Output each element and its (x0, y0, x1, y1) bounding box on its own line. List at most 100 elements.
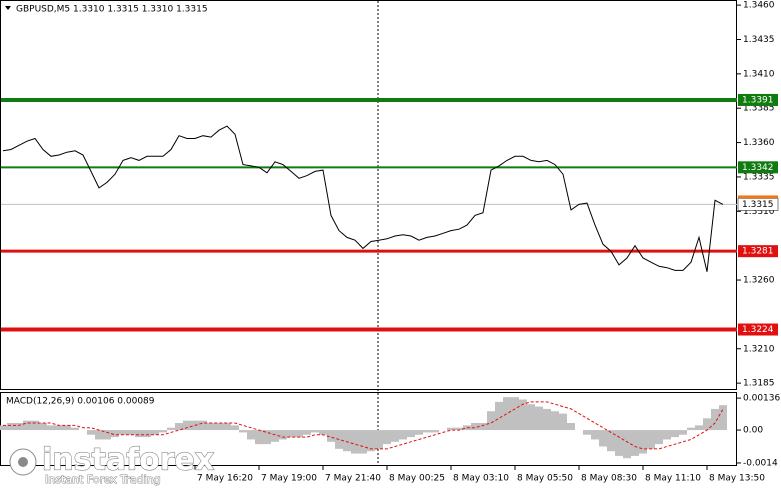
macd-bar (567, 423, 575, 431)
macd-bar (263, 430, 271, 445)
macd-bar (687, 427, 695, 431)
macd-bar (527, 404, 535, 431)
y-tick-label: 1.3210 (743, 344, 775, 354)
level-label-box (738, 245, 778, 258)
macd-bar (279, 430, 287, 440)
level-label-box (738, 323, 778, 336)
macd-bar (639, 430, 647, 454)
macd-bar (455, 427, 463, 431)
brand: instaforex (42, 443, 214, 478)
macd-bar (655, 430, 663, 445)
macd-bar (391, 430, 399, 442)
price-frame (0, 0, 737, 390)
macd-bar (39, 423, 47, 431)
macd-bar (151, 430, 159, 435)
macd-bar (471, 423, 479, 431)
macd-bar (15, 423, 23, 431)
macd-bar (7, 423, 15, 431)
macd-bar (583, 430, 591, 435)
macd-bar (695, 425, 703, 431)
macd-bar (647, 430, 655, 449)
macd-bar (399, 430, 407, 440)
macd-bar (447, 427, 455, 431)
macd-bar (623, 430, 631, 459)
y-tick-label: -0.0014 (743, 458, 778, 468)
macd-bar (431, 430, 439, 433)
macd-bar (159, 430, 167, 433)
macd-bar (543, 408, 551, 431)
watermark: instaforex Instant Forex Trading (9, 442, 215, 487)
macd-bar (183, 420, 191, 431)
macd-bar (503, 397, 511, 431)
macd-bar (591, 430, 599, 440)
macd-bar (319, 430, 327, 435)
y-tick-label: 1.3260 (743, 276, 775, 286)
y-tick-label: 1.3360 (743, 138, 775, 148)
x-tick-label: 7 May 16:20 (197, 474, 253, 484)
macd-bar (167, 427, 175, 431)
y-tick-label: 1.3410 (743, 69, 775, 79)
macd-bar (551, 411, 559, 431)
x-tick-label: 7 May 19:00 (261, 474, 317, 484)
macd-bar (47, 425, 55, 431)
macd-bar (239, 430, 247, 433)
macd-bar (207, 423, 215, 431)
macd-bar (87, 430, 95, 435)
level-label-box (738, 93, 778, 106)
macd-bar (615, 430, 623, 456)
macd-bar (287, 430, 295, 438)
macd-bar (359, 430, 367, 454)
menu-arrow (5, 6, 11, 10)
macd-bar (375, 430, 383, 449)
macd-bar (367, 430, 375, 452)
y-tick-label: 0.00136 (743, 394, 780, 404)
macd-bar (415, 430, 423, 435)
x-tick-label: 8 May 00:25 (389, 474, 445, 484)
macd-bar (127, 430, 135, 435)
macd-bar (63, 425, 71, 431)
macd-bar (407, 430, 415, 438)
macd-bar (215, 423, 223, 431)
level-label: 1.3281 (742, 247, 774, 257)
price-title: GBPUSD,M5 1.3310 1.3315 1.3310 1.3315 (16, 5, 208, 15)
level-label: 1.3391 (742, 95, 774, 105)
macd-bar (383, 430, 391, 445)
macd-bar (71, 427, 79, 431)
macd-bar (247, 430, 255, 440)
macd-bar (95, 430, 103, 440)
x-tick-label: 8 May 08:30 (581, 474, 637, 484)
macd-title: MACD(12,26,9) 0.00106 0.00089 (6, 397, 155, 407)
macd-bar (663, 430, 671, 440)
price-label-top (738, 195, 778, 199)
level-label-box (738, 161, 778, 174)
y-tick-label: 0.00 (743, 426, 763, 436)
macd-bar (135, 430, 143, 438)
macd-bar (423, 430, 431, 433)
logo-dot (18, 457, 28, 467)
y-tick-label: 1.3310 (743, 207, 775, 217)
x-tick-label: 7 May 21:40 (325, 474, 381, 484)
macd-bar (119, 430, 127, 435)
macd-bar (487, 411, 495, 431)
x-tick-label: 8 May 03:10 (453, 474, 509, 484)
macd-bar (607, 430, 615, 452)
y-tick-label: 1.3435 (743, 35, 775, 45)
macd-bar (143, 430, 151, 438)
level-label: 1.3342 (742, 163, 774, 173)
x-tick-label: 8 May 11:10 (645, 474, 701, 484)
x-tick-label: 8 May 13:50 (709, 474, 765, 484)
macd-bar (255, 430, 263, 445)
macd-bar (199, 420, 207, 431)
macd-bar (231, 425, 239, 431)
price-label: 1.3315 (742, 200, 774, 210)
tagline: Instant Forex Trading (45, 473, 161, 486)
y-tick-label: 1.3460 (743, 1, 775, 11)
macd-bar (327, 430, 335, 442)
macd-bar (223, 423, 231, 431)
price-line-series (2, 125, 724, 272)
macd-bar (295, 430, 303, 438)
macd-bar (519, 399, 527, 431)
macd-bar (679, 430, 687, 435)
y-tick-label: 1.3185 (743, 379, 775, 389)
